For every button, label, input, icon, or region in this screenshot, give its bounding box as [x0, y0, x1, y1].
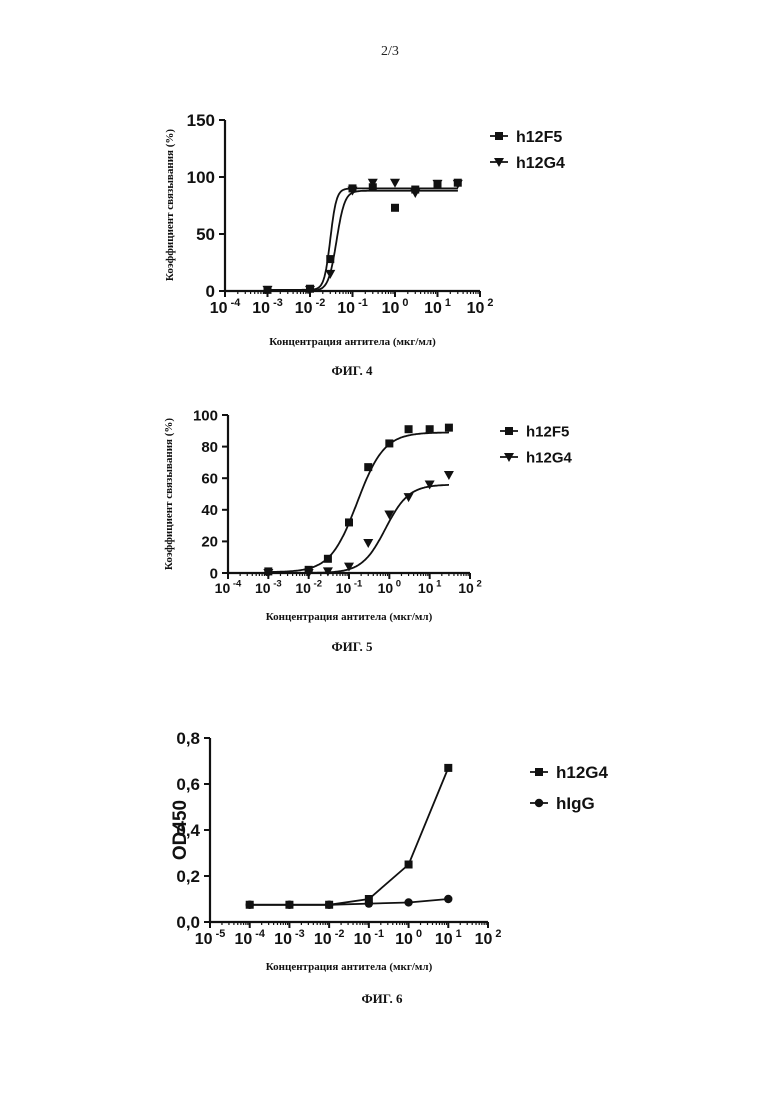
data-point-h12G4	[325, 270, 335, 279]
x-tick-label: 10 -3	[274, 928, 305, 948]
fit-curve-h12F5	[268, 188, 458, 290]
series-h12F5	[264, 424, 453, 576]
x-tick-label: 10 2	[467, 297, 494, 317]
x-tick-label: 10 -1	[337, 297, 368, 317]
legend-entry-h12F5: h12F5	[490, 129, 562, 146]
x-tick-label: 10 0	[395, 928, 422, 948]
data-point-hIgG	[325, 901, 333, 909]
y-tick-label: 0,0	[176, 913, 200, 932]
legend-label: h12F5	[526, 423, 569, 440]
data-point-h12G4	[390, 179, 400, 188]
data-point-h12F5	[364, 463, 372, 471]
figure-caption: ФИГ. 4	[331, 363, 373, 378]
data-point-hIgG	[404, 898, 412, 906]
legend-entry-h12G4: h12G4	[500, 449, 573, 466]
y-tick-label: 50	[196, 225, 215, 244]
y-axis-title: Коэффициент связывания (%)	[164, 129, 176, 281]
x-tick-label: 10 1	[424, 297, 451, 317]
x-tick-label: 10 -2	[295, 579, 322, 596]
legend-marker-h12F5	[505, 427, 513, 435]
legend-label: h12F5	[516, 129, 562, 146]
x-axis-title: Концентрация антитела (мкг/мл)	[266, 611, 433, 623]
x-tick-label: 10 -2	[295, 297, 326, 317]
data-point-h12F5	[324, 555, 332, 563]
x-tick-label: 10 1	[418, 579, 442, 596]
x-tick-label: 10 -2	[314, 928, 345, 948]
x-tick-label: 10 -4	[210, 297, 241, 317]
figure-caption: ФИГ. 6	[361, 991, 403, 1006]
data-point-hIgG	[365, 899, 373, 907]
figure-4: 0 50 100 150 10 -4 10 -3 10 -2 10 -1 10 0 10 1 10 …	[164, 111, 565, 378]
series-h12G4	[246, 764, 453, 909]
series-h12F5	[264, 179, 462, 294]
y-tick-label: 0,6	[176, 775, 200, 794]
legend-label: h12G4	[556, 763, 609, 782]
data-point-h12G4	[444, 471, 454, 480]
y-tick-label: 150	[187, 111, 215, 130]
x-axis-title: Концентрация антитела (мкг/мл)	[269, 336, 436, 348]
y-axis-title: OD450	[170, 800, 191, 860]
legend-entry-h12G4: h12G4	[490, 155, 565, 172]
series-h12G4	[263, 179, 463, 295]
x-axis-title: Концентрация антитела (мкг/мл)	[266, 961, 433, 973]
legend-entry-h12G4: h12G4	[530, 763, 609, 782]
data-point-h12F5	[405, 425, 413, 433]
x-tick-label: 10 -4	[234, 928, 265, 948]
legend-entry-h12F5: h12F5	[500, 423, 569, 440]
x-tick-label: 10 -5	[195, 928, 226, 948]
legend-marker-h12F5	[495, 132, 503, 140]
data-point-hIgG	[444, 895, 452, 903]
data-point-hIgG	[285, 901, 293, 909]
x-tick-label: 10 -1	[354, 928, 385, 948]
x-tick-label: 10 -3	[255, 579, 282, 596]
data-point-h12F5	[385, 439, 393, 447]
figure-5: 02040608010010 -410 -310 -210 -110 010 1…	[163, 407, 573, 654]
y-tick-label: 0,8	[176, 729, 200, 748]
x-tick-label: 10 0	[378, 579, 402, 596]
legend-marker-h12G4	[535, 768, 543, 776]
x-tick-label: 10 1	[435, 928, 462, 948]
figure-6: 0,00,20,40,60,810 -510 -410 -310 -210 -1…	[170, 729, 609, 1006]
data-point-h12F5	[445, 424, 453, 432]
y-tick-label: 40	[201, 502, 218, 519]
y-tick-label: 100	[193, 407, 218, 424]
x-tick-label: 10 2	[458, 579, 482, 596]
data-point-hIgG	[246, 901, 254, 909]
data-point-h12F5	[345, 518, 353, 526]
legend-label: h12G4	[526, 449, 573, 466]
legend-entry-hIgG: hIgG	[530, 794, 595, 813]
data-point-h12G4	[425, 481, 435, 490]
data-point-h12G4	[363, 539, 373, 548]
x-tick-label: 10 -4	[215, 579, 242, 596]
y-tick-label: 0	[206, 282, 215, 301]
legend-label: h12G4	[516, 155, 565, 172]
series-h12G4	[263, 471, 454, 578]
series-line-h12G4	[250, 768, 449, 905]
x-tick-label: 10 2	[475, 928, 502, 948]
y-tick-label: 60	[201, 470, 218, 487]
data-point-h12G4	[405, 861, 413, 869]
x-tick-label: 10 0	[382, 297, 409, 317]
figure-caption: ФИГ. 5	[331, 639, 373, 654]
fit-curve-h12F5	[268, 433, 449, 573]
fit-curve-h12G4	[268, 191, 458, 291]
y-tick-label: 0,2	[176, 867, 200, 886]
data-point-h12G4	[444, 764, 452, 772]
legend-label: hIgG	[556, 794, 595, 813]
y-axis-title: Коэффициент связывания (%)	[163, 418, 175, 570]
x-tick-label: 10 -3	[252, 297, 283, 317]
y-tick-label: 80	[201, 439, 218, 456]
data-point-h12F5	[391, 204, 399, 212]
y-tick-label: 20	[201, 534, 218, 551]
legend-marker-hIgG	[535, 799, 543, 807]
data-point-h12F5	[426, 425, 434, 433]
x-tick-label: 10 -1	[336, 579, 363, 596]
y-tick-label: 100	[187, 168, 215, 187]
